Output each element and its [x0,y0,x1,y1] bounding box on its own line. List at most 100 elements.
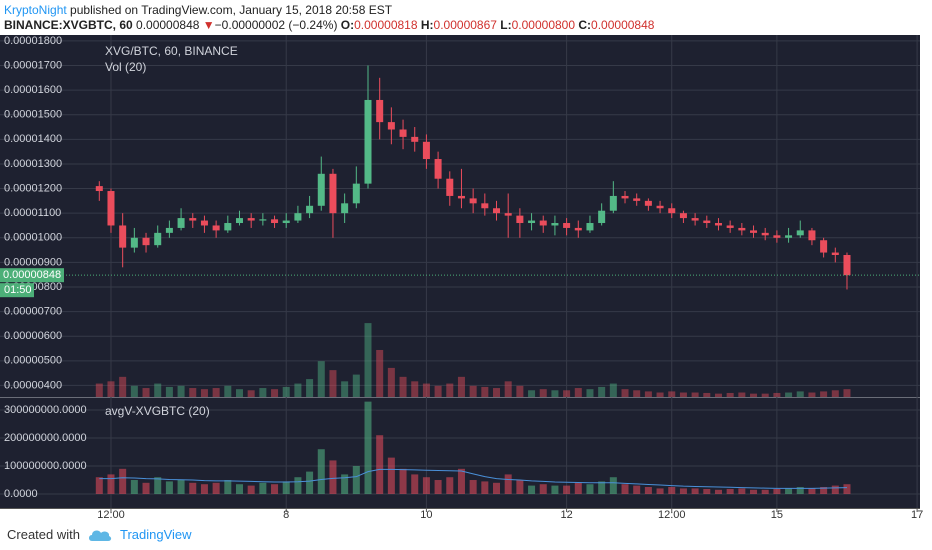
volume-bar [446,477,454,495]
volume-bar [831,485,839,495]
volume-bar [434,480,442,495]
volume-overlay-bar [282,386,290,397]
volume-overlay-bar [212,388,220,397]
volume-bar [107,474,115,495]
volume-overlay-bar [773,392,781,397]
volume-bar [95,477,103,495]
candle-body [212,225,220,231]
volume-bar [457,468,465,495]
volume-bar [177,480,185,495]
volume-bar [165,481,173,495]
volume-overlay-bar [189,388,197,397]
volume-overlay-bar [457,376,465,397]
volume-overlay-bar [504,381,512,397]
candle-body [154,232,162,246]
volume-bar [224,480,232,495]
volume-bar [691,488,699,495]
volume-bar [493,482,501,495]
volume-bar [703,488,711,495]
published: published on TradingView.com, January 15… [70,3,393,17]
volume-overlay-bar [271,389,279,397]
y-tick-label: 0.00001700 [4,59,62,71]
candle-body [165,227,173,233]
volume-overlay-bar [294,383,302,397]
candle-body [282,220,290,224]
volume-overlay-bar [820,391,828,397]
candle-body [364,99,372,184]
volume-overlay-bar [247,390,255,397]
volume-average-line [99,468,847,489]
candle-body [446,178,454,196]
volume-bar [235,484,243,495]
change: −0.00000002 (−0.24%) [214,18,338,32]
volume-bar [387,457,395,495]
candle-body [224,223,232,231]
volume-bar [422,477,430,495]
volume-panel-title: avgV-XVGBTC (20) [105,404,210,418]
volume-overlay-bar [154,383,162,397]
c-value: 0.00000848 [591,18,655,32]
candle-body [504,213,512,216]
volume-overlay-bar [633,390,641,397]
candle-body [668,208,676,214]
header-line-1: KryptoNight published on TradingView.com… [4,3,392,17]
y-tick-label: 0.00000600 [4,330,62,342]
volume-tick-label: 0.0000 [4,488,38,500]
o-value: 0.00000818 [354,18,418,32]
candle-body [294,213,302,221]
logo [88,530,112,541]
candle-body [644,200,652,206]
volume-bar [516,480,524,495]
volume-overlay-bar [142,388,150,397]
chart-background [0,35,920,508]
candle-body [271,219,279,224]
candle-body [411,136,419,142]
y-tick-label: 0.00000400 [4,379,62,391]
volume-bar [679,488,687,495]
volume-overlay-bar [434,385,442,397]
volume-overlay-bar [750,393,758,397]
author[interactable]: KryptoNight [4,3,67,17]
volume-overlay-bar [317,361,325,397]
candle-body [831,252,839,256]
volume-overlay-bar [574,388,582,397]
y-tick-label: 0.00000700 [4,306,62,318]
candle-body [820,240,828,253]
volume-overlay-bar [761,393,769,397]
volume-overlay-bar [703,392,711,397]
candle-body [621,195,629,199]
volume-tick-label: 100000000.0000 [4,460,87,472]
candle-body [796,230,804,236]
candle-body [95,186,103,192]
candle-body [679,213,687,219]
volume-bar [282,481,290,495]
volume-bar [808,488,816,495]
candle-body [703,220,711,224]
last-price-label: 0.00000848 [3,269,61,281]
candle-body [469,198,477,204]
volume-bar [609,477,617,495]
volume-overlay-bar [352,374,360,397]
l-value: 0.00000800 [511,18,576,32]
volume-bar [341,474,349,495]
volume-overlay-bar [107,381,115,397]
volume-bar [761,489,769,495]
volume-label: Vol (20) [105,60,146,74]
symbol: BINANCE:XVGBTC, 60 [4,18,133,32]
volume-bar [785,488,793,495]
volume-overlay-bar [796,391,804,397]
candle-body [843,255,851,276]
c-label: C: [578,18,592,32]
candle-body [785,235,793,238]
volume-overlay-bar [714,393,722,397]
brand[interactable]: TradingView [119,527,192,542]
candle-body [189,218,197,221]
chart-title: XVG/BTC, 60, BINANCE [105,44,238,58]
candle-body [341,203,349,214]
candle-body [761,232,769,236]
volume-bar [212,482,220,495]
volume-bar [399,468,407,495]
candle-body [119,225,127,248]
candle-body [726,225,734,228]
